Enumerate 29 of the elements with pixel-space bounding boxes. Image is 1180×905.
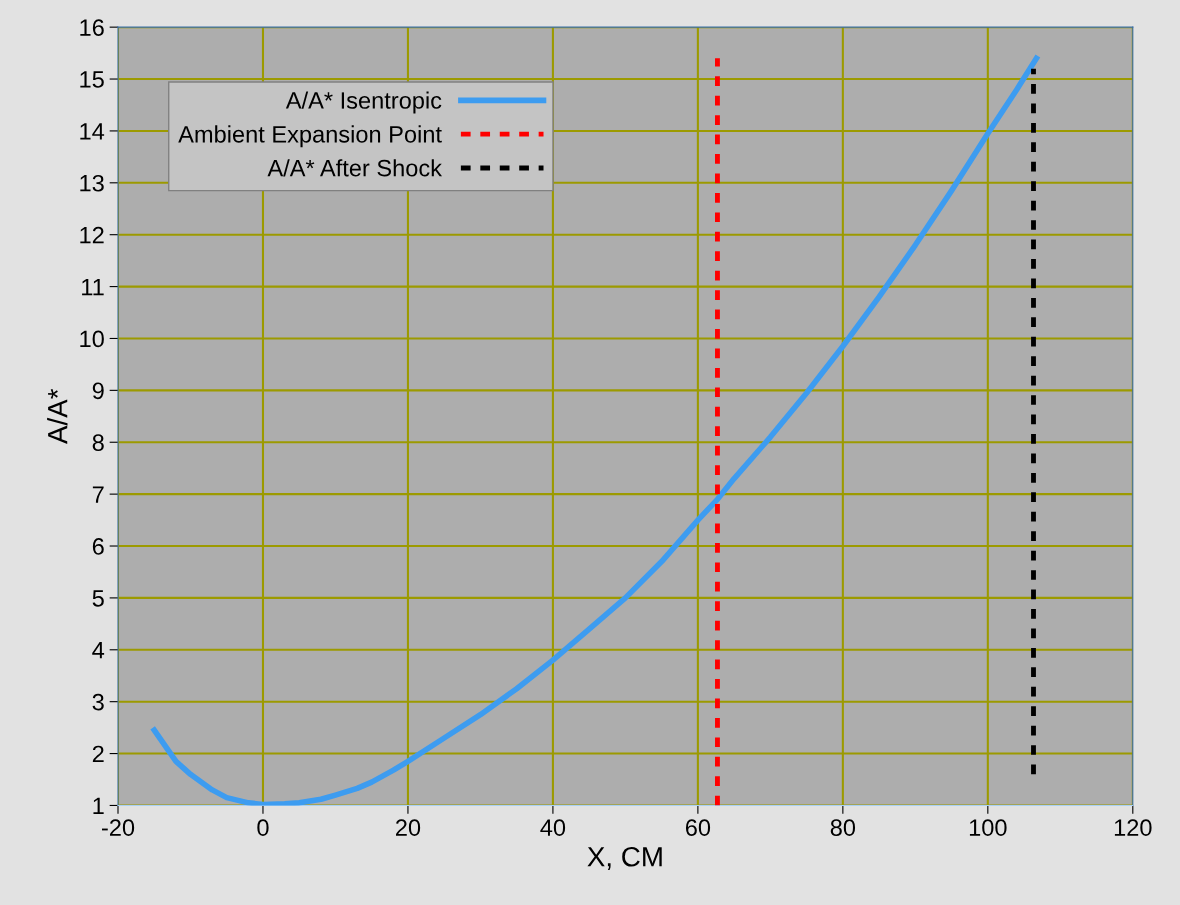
y-tick-label: 9 (92, 382, 104, 400)
y-tick-label: 12 (80, 226, 104, 244)
y-tick-label: 14 (80, 123, 105, 140)
y-tick-label: 3 (92, 693, 104, 711)
y-tick-label: 8 (92, 434, 104, 452)
x-tick-label: 120 (1114, 819, 1152, 836)
y-tick-label: 4 (92, 642, 105, 659)
y-tick-label: 7 (92, 486, 104, 503)
x-tick-label: 0 (257, 819, 269, 836)
y-tick-label: 1 (93, 797, 104, 815)
y-axis-title: A/A* (47, 388, 68, 445)
y-tick-label: 6 (92, 538, 104, 555)
y-tick-label: 16 (80, 19, 104, 36)
y-tick-label: 15 (80, 71, 104, 88)
x-tick-label: 100 (969, 819, 1007, 836)
x-tick-label: 20 (396, 819, 421, 836)
legend-label: Ambient Expansion Point (178, 125, 442, 148)
x-tick-label: 40 (540, 819, 566, 836)
legend-label: A/A* After Shock (267, 159, 443, 177)
y-tick-label: 5 (92, 590, 104, 607)
y-tick-label: 13 (80, 174, 104, 192)
x-tick-label: -20 (101, 819, 135, 836)
legend-label: A/A* Isentropic (285, 91, 442, 114)
y-tick-label: 10 (80, 330, 104, 348)
x-tick-label: 80 (830, 819, 856, 836)
x-axis-title: X, CM (587, 846, 662, 870)
y-tick-label: 11 (82, 278, 104, 296)
y-tick-label: 2 (92, 745, 104, 763)
x-tick-label: 60 (685, 819, 711, 836)
